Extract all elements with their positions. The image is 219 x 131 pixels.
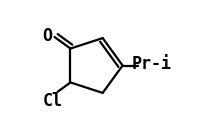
Text: O: O: [42, 27, 52, 45]
Text: Cl: Cl: [42, 92, 62, 110]
Text: Pr-i: Pr-i: [131, 54, 171, 73]
